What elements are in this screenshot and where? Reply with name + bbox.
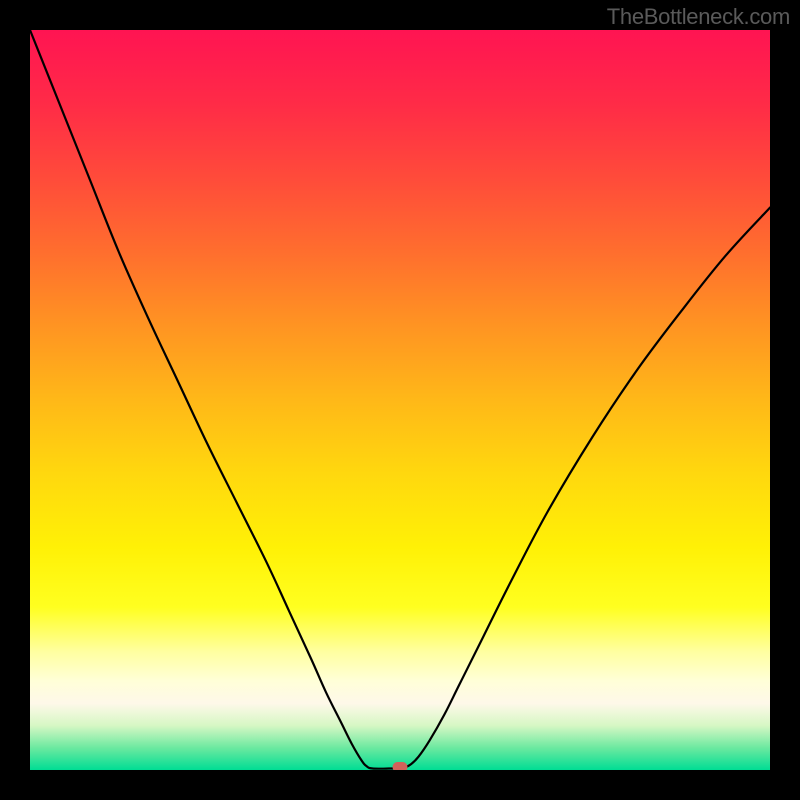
chart-container: TheBottleneck.com (0, 0, 800, 800)
watermark-text: TheBottleneck.com (607, 4, 790, 30)
bottleneck-chart (0, 0, 800, 800)
plot-background (30, 30, 770, 770)
